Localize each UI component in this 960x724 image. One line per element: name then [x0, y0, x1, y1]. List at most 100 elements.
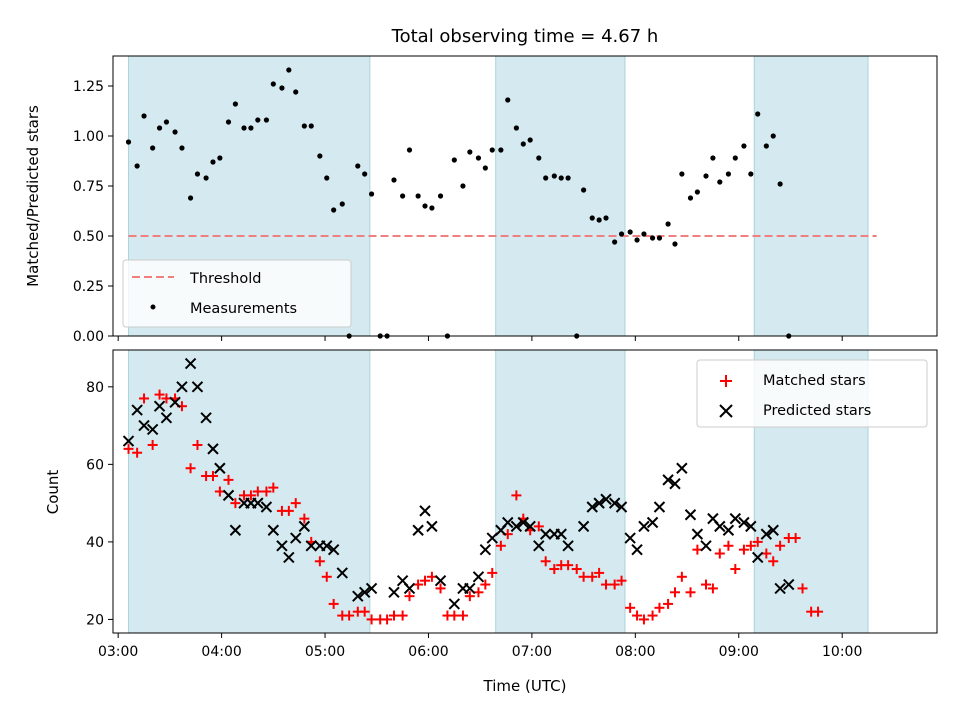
predicted-star-marker	[200, 412, 212, 424]
top-y-tick-label: 0.25	[73, 279, 104, 295]
matched-star-marker	[647, 610, 658, 621]
matched-star-points	[123, 389, 824, 625]
bottom-axes-frame	[112, 349, 938, 634]
measurement-point	[400, 193, 406, 199]
measurement-point	[741, 143, 747, 149]
matched-star-marker	[299, 513, 310, 524]
matched-star-marker	[366, 614, 377, 625]
predicted-star-marker	[745, 520, 757, 533]
matched-star-marker	[344, 610, 355, 621]
measurement-point	[301, 123, 307, 129]
matched-star-marker	[185, 463, 196, 474]
legend-matched-swatch	[720, 375, 732, 387]
predicted-star-marker	[169, 396, 181, 409]
predicted-star-marker	[184, 357, 197, 370]
x-tick-label: 08:00	[615, 644, 655, 660]
x-tick-label: 06:00	[408, 644, 448, 660]
predicted-star-marker	[517, 516, 529, 529]
measurement-point	[460, 183, 466, 189]
matched-star-marker	[252, 486, 263, 497]
matched-star-marker	[154, 389, 165, 400]
measurement-point	[558, 175, 564, 181]
predicted-star-marker	[783, 578, 795, 591]
measurement-point	[618, 231, 625, 237]
matched-star-marker	[314, 556, 325, 567]
measurement-point	[362, 171, 368, 177]
observing-window-band	[495, 55, 626, 337]
matched-star-marker	[230, 498, 241, 509]
bottom-y-axis-label: Count	[44, 470, 62, 515]
matched-star-marker	[192, 439, 203, 450]
measurement-point	[627, 229, 633, 235]
measurement-point	[317, 153, 323, 159]
measurement-point	[498, 147, 504, 153]
bottom-y-tick-label: 40	[86, 535, 104, 551]
measurement-point	[770, 133, 776, 139]
measurement-point	[241, 125, 247, 131]
bottom-x-ticks: 03:00 04:00 05:00 06:00 07:00 08:00 09:00 10:00	[98, 633, 862, 660]
predicted-star-points	[122, 357, 795, 610]
predicted-star-marker	[146, 423, 159, 436]
matched-star-marker	[328, 598, 339, 609]
predicted-star-marker	[321, 540, 333, 552]
predicted-star-marker	[131, 404, 143, 416]
measurement-point	[717, 179, 723, 185]
bottom-x-tick: 08:00	[615, 633, 656, 660]
measurement-point	[203, 175, 209, 181]
measurement-point	[429, 205, 435, 211]
predicted-star-marker	[426, 520, 438, 533]
predicted-star-marker	[229, 524, 242, 536]
measurement-point	[596, 217, 602, 223]
matched-star-marker	[632, 610, 643, 621]
matched-star-marker	[123, 443, 134, 454]
predicted-star-marker	[214, 462, 226, 474]
matched-star-marker	[654, 602, 665, 613]
observing-window-band	[128, 349, 371, 634]
measurement-point	[489, 147, 495, 153]
predicted-star-marker	[586, 501, 598, 513]
measurement-point	[141, 113, 147, 119]
top-y-tick: 0.75	[73, 179, 113, 195]
predicted-star-marker	[298, 520, 311, 533]
measurement-point	[339, 201, 345, 207]
predicted-star-marker	[305, 540, 317, 552]
top-y-tick: 1.25	[73, 79, 113, 95]
top-axes-frame	[112, 55, 938, 337]
measurement-point	[324, 175, 330, 181]
predicted-star-marker	[138, 419, 150, 432]
matched-star-marker	[685, 587, 696, 598]
predicted-star-marker	[510, 520, 523, 533]
measurement-point	[368, 191, 375, 197]
bottom-x-tick: 05:00	[305, 633, 345, 660]
predicted-star-marker	[577, 520, 590, 533]
predicted-star-marker	[662, 474, 674, 486]
predicted-star-marker	[267, 524, 280, 536]
predicted-star-marker	[434, 574, 447, 587]
predicted-star-marker	[419, 505, 431, 517]
measurement-point	[210, 159, 216, 165]
matched-star-marker	[563, 560, 574, 571]
matched-star-marker	[701, 579, 712, 590]
legend-threshold-label: Threshold	[189, 271, 261, 287]
bottom-y-ticks: 20 40 60 80	[86, 380, 113, 628]
measurement-point	[475, 155, 482, 161]
predicted-star-marker	[207, 443, 219, 455]
predicted-star-marker	[767, 524, 779, 536]
predicted-star-marker	[365, 582, 378, 595]
matched-star-marker	[571, 564, 582, 575]
bottom-y-tick: 40	[86, 535, 113, 551]
matched-star-marker	[714, 548, 725, 559]
measurement-point	[232, 101, 238, 107]
predicted-star-marker	[464, 582, 476, 595]
matched-star-marker	[495, 540, 506, 551]
matched-star-marker	[745, 540, 756, 551]
measurement-point	[777, 181, 783, 187]
matched-star-marker	[420, 575, 431, 586]
top-y-tick: 1.00	[73, 129, 113, 145]
matched-star-marker	[676, 571, 687, 582]
matched-star-marker	[290, 498, 301, 509]
measurement-point	[225, 119, 232, 125]
measurement-point	[187, 195, 194, 201]
matched-star-marker	[638, 614, 649, 625]
top-chart-title: Total observing time = 4.67 h	[391, 26, 659, 47]
